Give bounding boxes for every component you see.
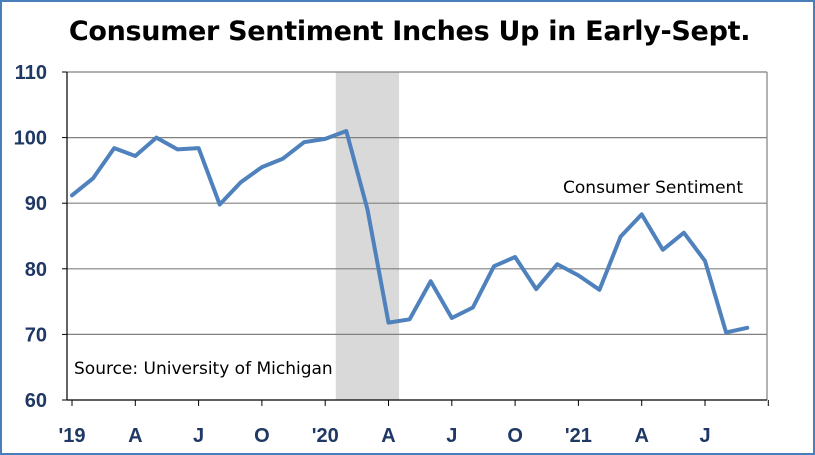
data-point (408, 317, 412, 321)
data-point (91, 176, 95, 180)
data-point (112, 146, 116, 150)
x-tick-label: '20 (312, 425, 339, 447)
source-note: Source: University of Michigan (74, 359, 333, 379)
data-point (365, 207, 369, 211)
data-point (555, 262, 559, 266)
y-tick-label: 90 (25, 193, 47, 215)
data-point (197, 146, 201, 150)
data-point (154, 136, 158, 140)
data-point (619, 235, 623, 239)
data-point (724, 330, 728, 334)
x-tick-label: '19 (58, 425, 85, 447)
data-point (703, 259, 707, 263)
data-point (534, 287, 538, 291)
x-tick-label: O (507, 425, 523, 447)
data-point (260, 165, 264, 169)
data-point (344, 129, 348, 133)
x-tick-label: J (446, 425, 457, 447)
x-tick-label: '21 (565, 425, 592, 447)
data-point (471, 306, 475, 310)
data-point (598, 288, 601, 292)
data-point (387, 321, 390, 325)
data-point (640, 212, 644, 216)
data-point (450, 316, 454, 320)
data-point (429, 279, 433, 283)
recession-shading (335, 72, 400, 400)
data-point (133, 154, 137, 158)
data-point (239, 180, 243, 184)
data-point (70, 193, 74, 197)
data-point (218, 203, 222, 207)
data-point (302, 140, 306, 144)
x-tick-label: O (254, 425, 270, 447)
x-tick-label: J (193, 425, 204, 447)
series-line (70, 129, 750, 335)
y-tick-label: 70 (25, 324, 47, 346)
y-tick-label: 110 (15, 62, 47, 84)
y-tick-label: 80 (25, 259, 47, 281)
x-tick-label: A (381, 425, 395, 447)
y-tick-label: 100 (14, 128, 47, 150)
data-point (323, 137, 327, 141)
x-tick-label: A (128, 425, 142, 447)
series-label: Consumer Sentiment (563, 178, 743, 198)
chart-title: Consumer Sentiment Inches Up in Early-Se… (68, 16, 751, 47)
data-point (576, 273, 580, 277)
data-point (281, 157, 285, 161)
data-point (661, 248, 665, 252)
x-tick-label: A (634, 425, 648, 447)
data-point (492, 264, 496, 268)
data-point (745, 326, 749, 330)
data-point (513, 255, 517, 259)
data-point (176, 147, 179, 151)
x-tick-label: J (699, 425, 710, 447)
y-tick-label: 60 (25, 390, 47, 412)
data-point (682, 231, 686, 235)
